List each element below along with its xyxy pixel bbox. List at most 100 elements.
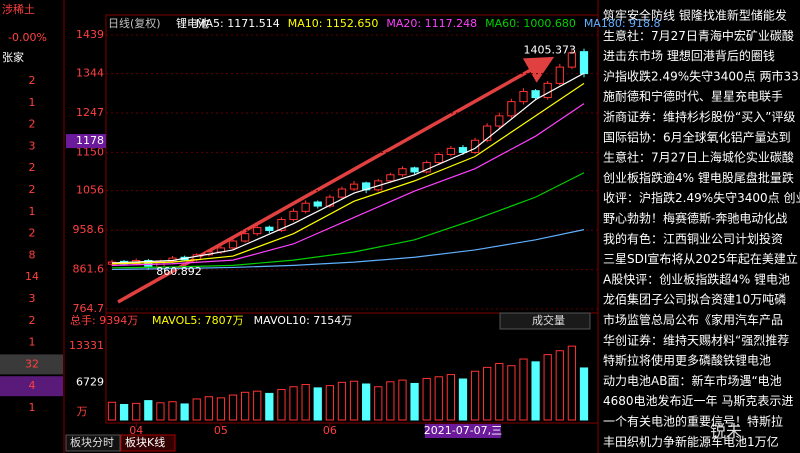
row-value[interactable]: 3 <box>29 139 36 152</box>
volume-bar <box>398 379 407 421</box>
volume-bar <box>374 386 383 421</box>
news-item[interactable]: 我的有色：江西铜业公司计划投资 <box>603 231 783 246</box>
volume-bar <box>265 392 274 421</box>
row-value[interactable]: 1 <box>29 336 36 349</box>
volume-bar <box>277 389 286 421</box>
news-item[interactable]: 三星SDI宣布将从2025年起在美建立 <box>603 251 798 266</box>
news-item[interactable]: 进击东市场 理想回港背后的圈钱 <box>603 48 775 63</box>
volume-bar <box>555 350 564 421</box>
row-value[interactable]: 14 <box>25 270 39 283</box>
candle-body <box>228 240 238 249</box>
row-value[interactable]: 1 <box>29 205 36 218</box>
news-item[interactable]: 施耐德和宁德时代、星星充电联手 <box>603 89 783 104</box>
ma-line <box>111 103 585 266</box>
candle-body <box>410 167 419 173</box>
news-item[interactable]: 浙商证券：维持杉杉股份“买入”评级 <box>603 109 795 124</box>
high-label: 1405.373 <box>524 44 577 57</box>
candle-body <box>277 218 286 231</box>
volume-total: 总手: 9394万 <box>70 313 138 327</box>
y-tick-label: 1150 <box>76 145 104 158</box>
candle-body <box>434 153 443 164</box>
cursor-date: 2021-07-07,三 <box>424 424 502 437</box>
news-item[interactable]: 野心勃勃！梅赛德斯-奔驰电动化战 <box>603 211 787 226</box>
news-item[interactable]: 沪指收跌2.49%失守3400点 两市335 <box>603 68 800 83</box>
news-item[interactable]: 创业板指跌逾4% 锂电股尾盘批量跌 <box>603 170 794 185</box>
period: 日线(复权) <box>108 16 161 30</box>
candle-body <box>313 201 322 207</box>
volume-bar <box>579 367 589 421</box>
news-item[interactable]: 生意社：7月27日上海城伦实业碳酸 <box>603 150 794 165</box>
low-label: 860.892 <box>156 265 202 278</box>
row-value[interactable]: 2 <box>29 314 36 327</box>
candle-body <box>579 51 589 75</box>
news-item[interactable]: 动力电池AB面：新车市场遇“电池 <box>603 373 782 388</box>
row-value[interactable]: 2 <box>29 161 36 174</box>
selector[interactable] <box>499 312 591 330</box>
volume-frame <box>105 312 599 424</box>
volume-bar <box>386 381 395 421</box>
volume-bar <box>470 370 480 421</box>
volume-bar <box>543 354 552 421</box>
cursor-price-box <box>66 134 106 149</box>
candle-body <box>240 233 250 242</box>
news-item[interactable]: 筑牢安全防线 银隆找准新型储能发 <box>603 8 787 23</box>
tab[interactable] <box>65 434 121 452</box>
candle-body <box>531 90 540 99</box>
candle-body <box>265 226 274 231</box>
tab-label[interactable]: 板块分时 <box>70 435 114 449</box>
row-value[interactable]: 1 <box>29 96 36 109</box>
ma-line <box>111 172 585 269</box>
news-item[interactable]: A股快评：创业板指跌超4% 锂电池 <box>603 271 790 286</box>
news-item[interactable]: 一个有关电池的重要信号！特斯拉 <box>603 414 783 429</box>
row-value[interactable]: 2 <box>29 183 36 196</box>
row-highlight <box>0 354 63 375</box>
row-value[interactable]: 8 <box>29 248 36 261</box>
news-item[interactable]: 特斯拉将使用更多磷酸铁锂电池 <box>603 353 771 368</box>
tab-label[interactable]: 板块K线 <box>125 435 165 449</box>
volume-bar <box>362 383 371 421</box>
tab[interactable] <box>120 434 176 452</box>
row-value[interactable]: 2 <box>29 227 36 240</box>
row-value[interactable]: 1 <box>29 401 36 414</box>
row-value[interactable]: 3 <box>29 292 36 305</box>
news-item[interactable]: 华创证券：维持天赐材料“强烈推荐 <box>603 332 789 347</box>
candle-body <box>507 101 516 117</box>
volume-bar <box>192 398 201 421</box>
news-item[interactable]: 市场监管总局公布《家用汽车产品 <box>603 312 783 327</box>
watermark: 锐未 <box>710 422 742 441</box>
candle-body <box>446 147 456 155</box>
volume-bar <box>446 374 456 421</box>
candle-body <box>289 210 298 220</box>
candle-body <box>325 196 334 207</box>
legend-entry: MAVOL5: 7807万 <box>152 314 244 327</box>
candle-body <box>301 202 310 212</box>
news-item[interactable]: 生意社：7月27日青海中宏矿业碳酸 <box>603 28 794 43</box>
news-item[interactable]: 国际铝协：6月全球氧化铝产量达到 <box>603 129 791 144</box>
selector-label[interactable]: 成交量 <box>532 313 565 327</box>
candle-body <box>519 90 528 103</box>
row-value[interactable]: 4 <box>29 379 36 392</box>
candle-body <box>398 168 407 176</box>
news-item[interactable]: 丰田织机力争新能源车电池1万亿 <box>603 434 779 449</box>
candle-body <box>567 52 577 68</box>
volume-bar <box>483 366 492 421</box>
news-item[interactable]: 4680电池发布近一年 马斯克表示进 <box>603 393 793 408</box>
volume-bar <box>434 376 443 421</box>
row-value[interactable]: 2 <box>29 118 36 131</box>
news-item[interactable]: 收评：沪指跌2.49%失守3400点 创业 <box>603 190 800 205</box>
row-value[interactable]: 32 <box>25 357 39 370</box>
candle-body <box>495 115 504 127</box>
volume-bar <box>507 365 516 421</box>
candle-body <box>483 125 492 141</box>
legend-entry: MA5: 1171.514 <box>196 17 280 30</box>
legend-entry: MA20: 1117.248 <box>386 17 477 30</box>
candle-body <box>470 139 480 153</box>
instrument: 锂电池 <box>176 16 209 30</box>
candle-body <box>555 66 564 84</box>
news-item[interactable]: 龙佰集团子公司拟合资建10万吨磷 <box>603 292 786 307</box>
volume-bar <box>107 401 117 421</box>
volume-bar <box>289 386 298 421</box>
row-value[interactable]: 2 <box>29 74 36 87</box>
panel-title: 涉稀土 <box>2 2 35 16</box>
ma-line <box>111 229 585 271</box>
